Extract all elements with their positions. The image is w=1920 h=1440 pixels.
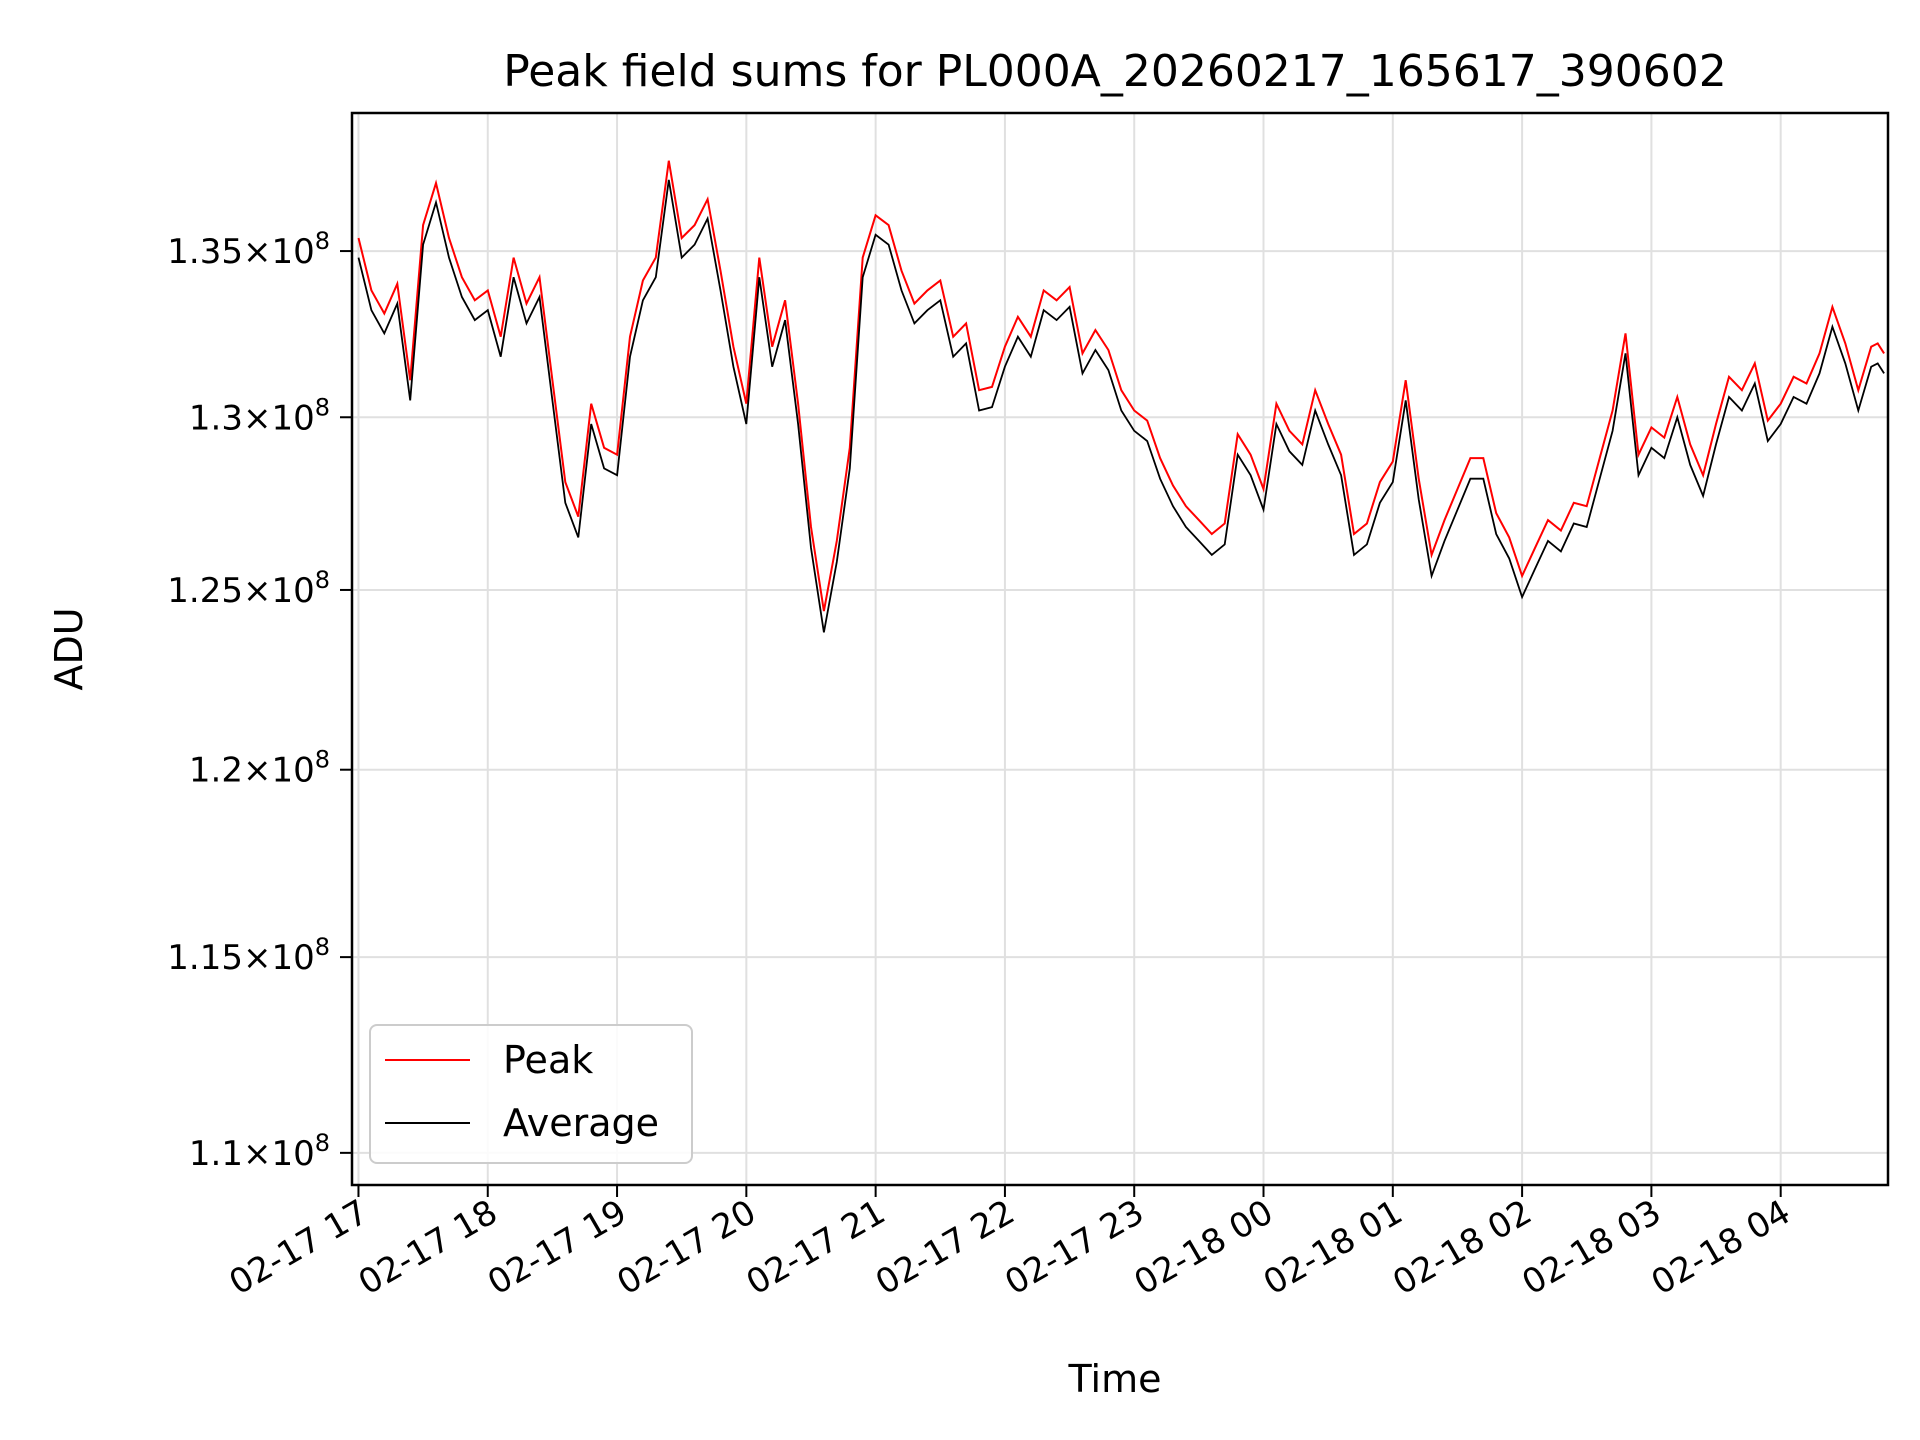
plot-frame [350, 111, 1890, 1187]
legend-label-peak: Peak [503, 1038, 593, 1082]
y-tick-exponent: 8 [315, 933, 330, 961]
y-tick-mantissa: 1.3 [189, 398, 243, 438]
y-tick-label: 1.1×108 [189, 1129, 330, 1174]
y-tick-label: 1.15×108 [167, 933, 330, 978]
y-tick-mantissa: 1.25 [167, 571, 243, 611]
chart-title: Peak field sums for PL000A_20260217_1656… [503, 46, 1726, 97]
series-line-peak [357, 160, 1885, 612]
series-line-average [357, 179, 1885, 633]
y-tick-label: 1.35×108 [167, 227, 330, 272]
y-tick-mantissa: 1.1 [189, 1134, 243, 1174]
y-axis: 1.1×1081.15×1081.2×1081.25×1081.3×1081.3… [167, 227, 352, 1174]
legend: Peak Average [369, 1024, 693, 1164]
y-tick-exponent: 8 [315, 393, 330, 421]
series-layer [357, 160, 1885, 633]
y-tick-times-sign: ×10 [243, 1134, 315, 1174]
y-tick-label: 1.2×108 [189, 746, 330, 791]
y-axis-label: ADU [47, 607, 91, 690]
y-tick-label: 1.3×108 [189, 393, 330, 438]
y-tick-mantissa: 1.15 [167, 938, 243, 978]
y-tick-exponent: 8 [315, 227, 330, 255]
y-tick-mantissa: 1.35 [167, 232, 243, 272]
legend-label-average: Average [503, 1101, 659, 1145]
y-tick-times-sign: ×10 [243, 751, 315, 791]
y-tick-times-sign: ×10 [243, 398, 315, 438]
y-tick-mantissa: 1.2 [189, 751, 243, 791]
x-axis-label: Time [1068, 1357, 1162, 1401]
y-tick-exponent: 8 [315, 1129, 330, 1157]
y-tick-exponent: 8 [315, 746, 330, 774]
y-tick-times-sign: ×10 [243, 232, 315, 272]
y-tick-label: 1.25×108 [167, 566, 330, 611]
grid-lines [352, 113, 1888, 1185]
y-tick-exponent: 8 [315, 566, 330, 594]
y-tick-times-sign: ×10 [243, 571, 315, 611]
y-tick-times-sign: ×10 [243, 938, 315, 978]
